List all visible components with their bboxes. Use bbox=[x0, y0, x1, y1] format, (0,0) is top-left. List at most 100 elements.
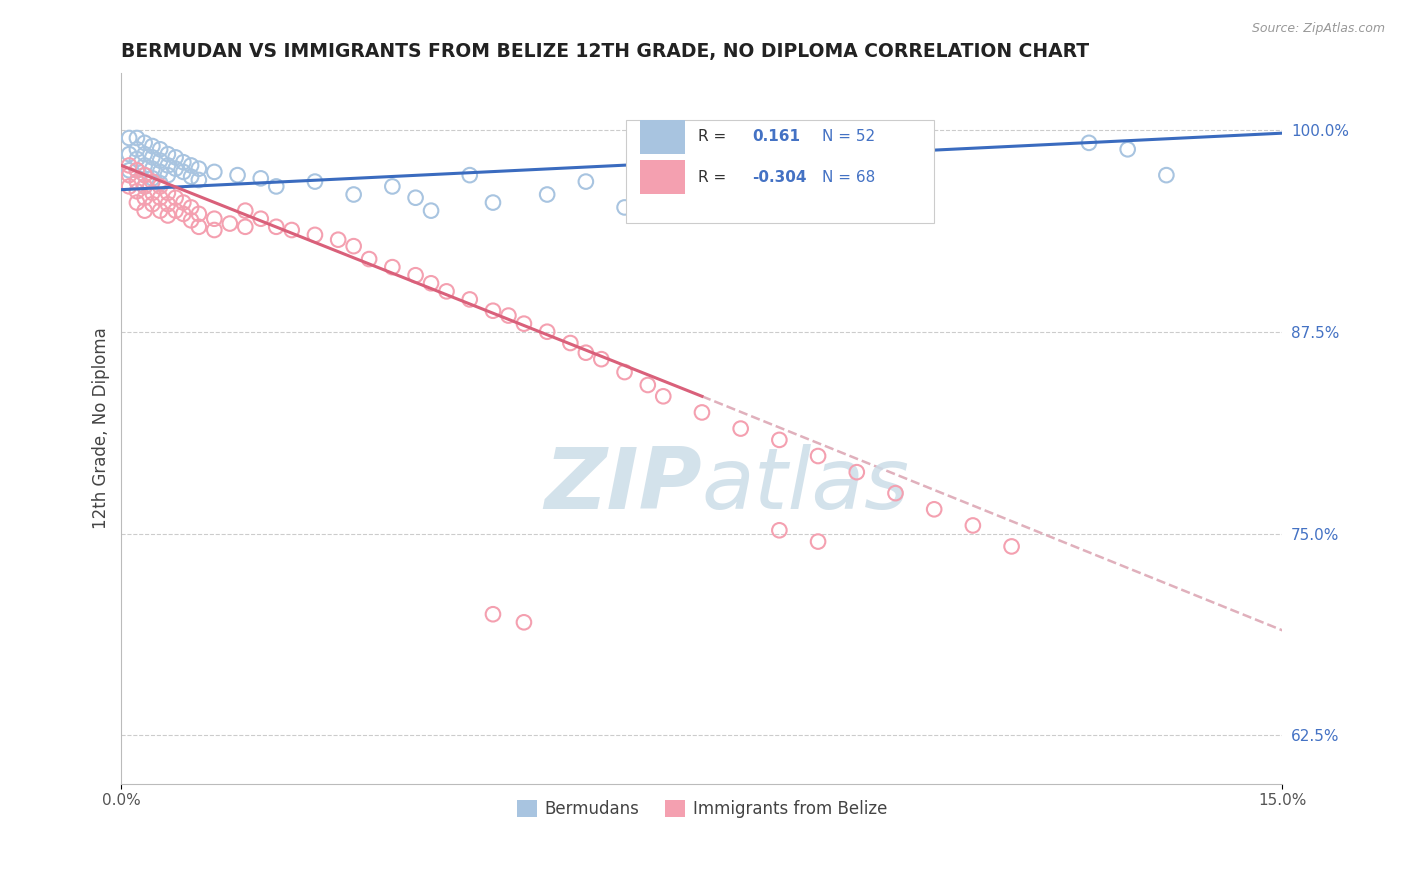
Text: -0.304: -0.304 bbox=[752, 169, 807, 185]
Point bbox=[118, 147, 141, 161]
Point bbox=[436, 285, 458, 299]
Point bbox=[125, 175, 148, 189]
Point bbox=[125, 131, 148, 145]
Point bbox=[922, 502, 945, 516]
Text: 0.161: 0.161 bbox=[752, 129, 800, 145]
Point bbox=[118, 168, 141, 182]
Point bbox=[482, 195, 505, 210]
Point bbox=[180, 158, 202, 172]
Point bbox=[807, 449, 830, 463]
Point bbox=[768, 523, 790, 537]
Point bbox=[513, 615, 536, 630]
Point bbox=[1156, 168, 1178, 182]
Point bbox=[962, 518, 984, 533]
Point bbox=[156, 186, 179, 200]
Point bbox=[141, 197, 163, 211]
Point bbox=[134, 191, 156, 205]
Point bbox=[575, 175, 598, 189]
Point bbox=[187, 219, 209, 234]
Point bbox=[652, 187, 675, 202]
Point bbox=[420, 203, 443, 218]
Point bbox=[381, 179, 404, 194]
Text: Source: ZipAtlas.com: Source: ZipAtlas.com bbox=[1251, 22, 1385, 36]
Point bbox=[180, 169, 202, 184]
Text: atlas: atlas bbox=[702, 444, 910, 527]
Point bbox=[536, 187, 558, 202]
Point bbox=[134, 168, 156, 182]
Point bbox=[187, 207, 209, 221]
Point bbox=[513, 317, 536, 331]
Point bbox=[613, 201, 636, 215]
Point bbox=[134, 136, 156, 150]
Point bbox=[482, 303, 505, 318]
Point bbox=[498, 309, 520, 323]
Point bbox=[249, 171, 271, 186]
Point bbox=[730, 201, 752, 215]
Point bbox=[149, 179, 172, 194]
Point bbox=[141, 186, 163, 200]
Point bbox=[172, 165, 194, 179]
Point bbox=[134, 203, 156, 218]
Point bbox=[458, 168, 481, 182]
Bar bbox=[640, 160, 685, 194]
Point bbox=[845, 465, 868, 479]
Point bbox=[328, 233, 350, 247]
Point bbox=[1000, 540, 1022, 554]
Point bbox=[134, 168, 156, 182]
Point bbox=[118, 179, 141, 194]
Point bbox=[141, 175, 163, 189]
Text: N = 68: N = 68 bbox=[821, 169, 875, 185]
Point bbox=[134, 179, 156, 194]
Point bbox=[730, 421, 752, 435]
Point bbox=[149, 203, 172, 218]
Point bbox=[202, 211, 225, 226]
Point bbox=[405, 268, 427, 283]
Point bbox=[187, 161, 209, 176]
Point bbox=[125, 184, 148, 198]
Point bbox=[172, 195, 194, 210]
Point bbox=[613, 365, 636, 379]
Point bbox=[141, 161, 163, 176]
Bar bbox=[640, 120, 685, 153]
Point bbox=[264, 219, 287, 234]
Text: N = 52: N = 52 bbox=[821, 129, 875, 145]
Point bbox=[420, 277, 443, 291]
Text: R =: R = bbox=[699, 169, 731, 185]
Point bbox=[690, 207, 713, 221]
Point bbox=[156, 209, 179, 223]
Point bbox=[264, 179, 287, 194]
Point bbox=[1116, 142, 1139, 156]
Legend: Bermudans, Immigrants from Belize: Bermudans, Immigrants from Belize bbox=[510, 794, 894, 825]
Point bbox=[165, 150, 187, 164]
Point bbox=[156, 158, 179, 172]
Point bbox=[180, 213, 202, 227]
Point bbox=[125, 142, 148, 156]
Point bbox=[591, 352, 613, 367]
Y-axis label: 12th Grade, No Diploma: 12th Grade, No Diploma bbox=[93, 327, 110, 530]
Point bbox=[637, 378, 659, 392]
Point bbox=[149, 165, 172, 179]
Point bbox=[884, 486, 907, 500]
Text: R =: R = bbox=[699, 129, 731, 145]
Text: BERMUDAN VS IMMIGRANTS FROM BELIZE 12TH GRADE, NO DIPLOMA CORRELATION CHART: BERMUDAN VS IMMIGRANTS FROM BELIZE 12TH … bbox=[121, 42, 1090, 61]
Point bbox=[118, 131, 141, 145]
Point bbox=[359, 252, 381, 266]
Point bbox=[226, 168, 249, 182]
FancyBboxPatch shape bbox=[627, 120, 934, 223]
Point bbox=[125, 163, 148, 178]
Point bbox=[118, 163, 141, 178]
Point bbox=[149, 191, 172, 205]
Point bbox=[304, 175, 326, 189]
Point bbox=[304, 227, 326, 242]
Point bbox=[807, 534, 830, 549]
Point bbox=[172, 155, 194, 169]
Point bbox=[482, 607, 505, 622]
Point bbox=[141, 150, 163, 164]
Text: ZIP: ZIP bbox=[544, 444, 702, 527]
Point bbox=[125, 195, 148, 210]
Point bbox=[249, 211, 271, 226]
Point bbox=[575, 345, 598, 359]
Point bbox=[156, 147, 179, 161]
Point bbox=[134, 147, 156, 161]
Point bbox=[125, 163, 148, 178]
